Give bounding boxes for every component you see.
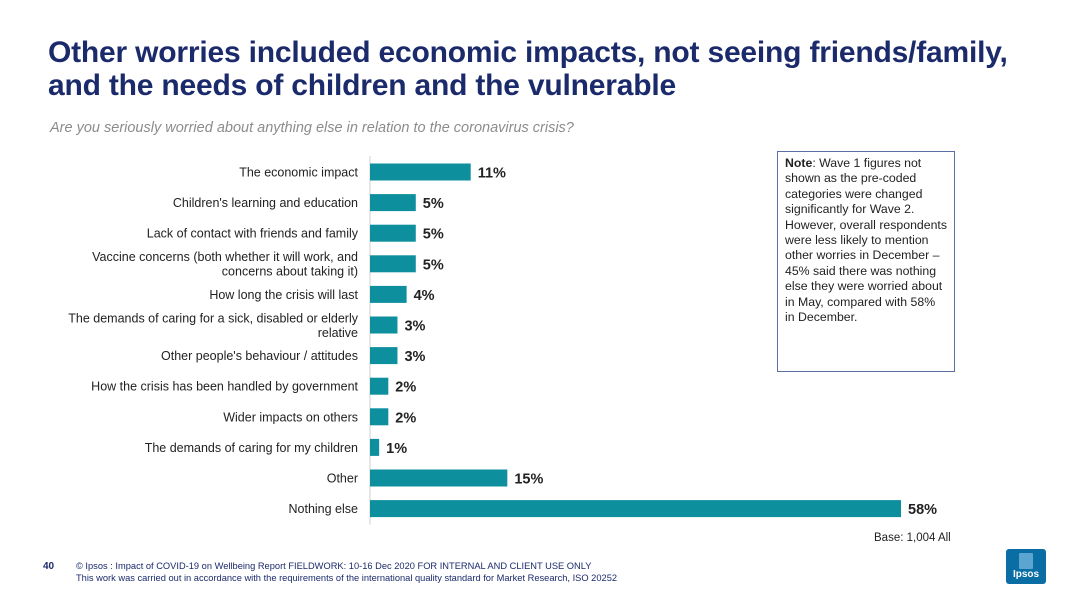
- category-label: Wider impacts on others: [223, 410, 358, 424]
- page-number: 40: [43, 561, 55, 572]
- note-text: : Wave 1 figures not shown as the pre-co…: [785, 156, 947, 325]
- bar-value-label: 3%: [404, 349, 425, 365]
- bar-value-label: 5%: [423, 196, 444, 212]
- footer-line-1: © Ipsos : Impact of COVID-19 on Wellbein…: [76, 561, 592, 571]
- category-label: Vaccine concerns (both whether it will w…: [92, 250, 358, 278]
- bar: [370, 500, 901, 518]
- category-label: Nothing else: [289, 502, 359, 516]
- category-label: Other: [327, 472, 358, 486]
- category-label-line: The economic impact: [239, 166, 358, 180]
- category-label: Children's learning and education: [173, 196, 358, 210]
- bar: [370, 194, 416, 212]
- bar: [370, 163, 471, 181]
- category-label-line: Other: [327, 472, 358, 486]
- note-box: Note: Wave 1 figures not shown as the pr…: [777, 151, 955, 372]
- category-label-line: Other people's behaviour / attitudes: [161, 349, 358, 363]
- bar-value-label: 58%: [908, 502, 937, 518]
- footer-text: © Ipsos : Impact of COVID-19 on Wellbein…: [76, 560, 776, 584]
- bar-value-label: 3%: [404, 319, 425, 335]
- bar: [370, 255, 416, 273]
- bar-chart: 11% The economic impact 5% Children's learn…: [68, 156, 937, 525]
- category-label: Lack of contact with friends and family: [147, 227, 359, 241]
- category-label: Other people's behaviour / attitudes: [161, 349, 358, 363]
- bar: [370, 224, 416, 242]
- category-label: How the crisis has been handled by gover…: [91, 380, 358, 394]
- category-label-line: concerns about taking it): [222, 265, 358, 279]
- bar-value-label: 2%: [395, 380, 416, 396]
- bar: [370, 408, 389, 426]
- category-label: The economic impact: [239, 166, 358, 180]
- category-label: The demands of caring for a sick, disabl…: [68, 311, 358, 340]
- category-label-line: relative: [318, 326, 358, 340]
- category-label: How long the crisis will last: [209, 288, 358, 302]
- bar-value-label: 4%: [414, 288, 435, 304]
- logo-text: Ipsos: [1012, 569, 1040, 580]
- category-label-line: Children's learning and education: [173, 196, 358, 210]
- category-label-line: How long the crisis will last: [209, 288, 358, 302]
- logo-mark-icon: [1019, 553, 1033, 569]
- ipsos-logo: Ipsos: [1006, 549, 1046, 584]
- category-label-line: How the crisis has been handled by gover…: [91, 380, 358, 394]
- category-label-line: Lack of contact with friends and family: [147, 227, 359, 241]
- bar: [370, 438, 380, 456]
- category-label-line: Wider impacts on others: [223, 410, 358, 424]
- bar-value-label: 5%: [423, 257, 444, 273]
- category-label-line: The demands of caring for my children: [145, 441, 358, 455]
- bar: [370, 316, 398, 334]
- base-label: Base: 1,004 All: [874, 532, 951, 544]
- bar: [370, 469, 508, 487]
- bar-value-label: 2%: [395, 410, 416, 426]
- category-label-line: Vaccine concerns (both whether it will w…: [92, 250, 358, 264]
- note-label: Note: [785, 156, 813, 170]
- category-label-line: The demands of caring for a sick, disabl…: [68, 311, 358, 325]
- page-title: Other worries included economic impacts,…: [48, 36, 1008, 102]
- bar: [370, 347, 398, 365]
- bar-value-label: 11%: [478, 166, 506, 182]
- bar-value-label: 5%: [423, 227, 444, 243]
- category-label: The demands of caring for my children: [145, 441, 358, 455]
- bar-value-label: 1%: [386, 441, 407, 457]
- bar: [370, 285, 407, 303]
- bar-value-label: 15%: [514, 472, 543, 488]
- bar: [370, 377, 389, 395]
- footer-line-2: This work was carried out in accordance …: [76, 573, 618, 583]
- question-subtitle: Are you seriously worried about anything…: [50, 120, 574, 136]
- category-label-line: Nothing else: [289, 502, 359, 516]
